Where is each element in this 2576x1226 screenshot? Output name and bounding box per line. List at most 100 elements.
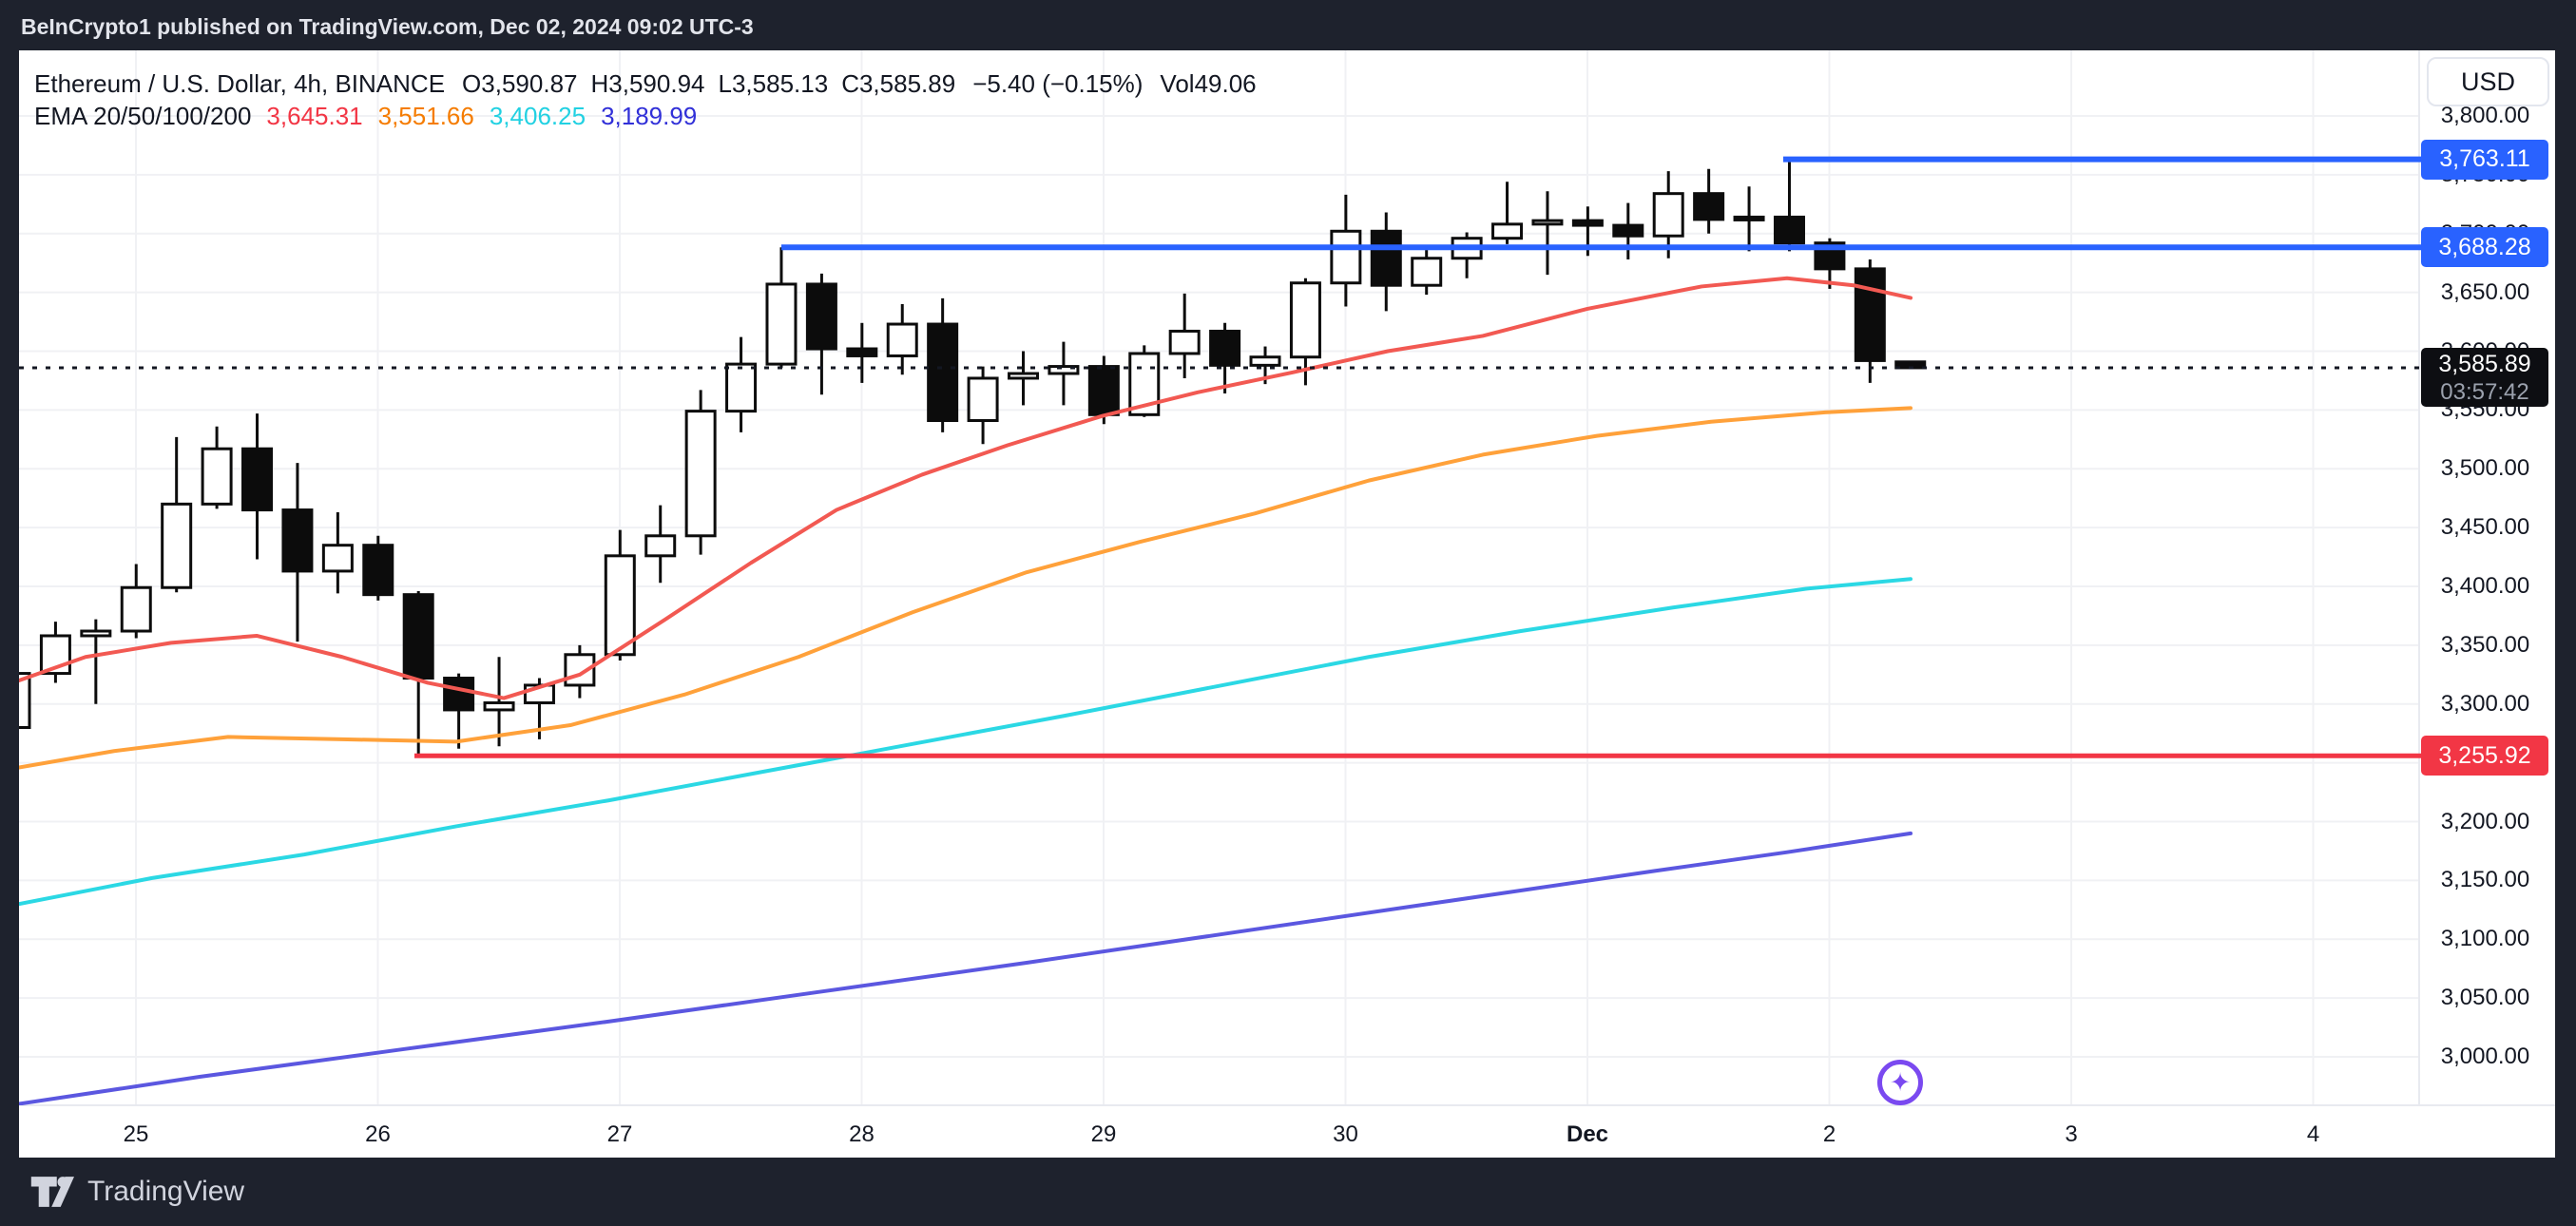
ema200-line	[19, 831, 1913, 1105]
ema-legend: EMA 20/50/100/200 3,645.31 3,551.66 3,40…	[34, 101, 697, 131]
current-price-label: 3,585.89 03:57:42	[2421, 347, 2548, 407]
time-tick-25: 25	[123, 1121, 149, 1147]
level-price-label-3,255.92: 3,255.92	[2421, 736, 2548, 776]
candle-43	[1733, 186, 1765, 252]
candle-14	[564, 644, 596, 699]
candle-34	[1370, 212, 1402, 312]
time-tick-26: 26	[365, 1121, 391, 1147]
candle-22	[886, 304, 918, 375]
time-tick-29: 29	[1090, 1121, 1117, 1147]
publish-bar-text: BeInCrypto1 published on TradingView.com…	[21, 14, 754, 39]
ohlc-open: O 3,590.87	[462, 68, 578, 98]
price-tick-3,350.00: 3,350.00	[2440, 631, 2530, 658]
candle-26	[1048, 341, 1080, 406]
candle-35	[1411, 250, 1443, 296]
candle-44	[1773, 159, 1805, 252]
candle-15	[604, 529, 636, 661]
symbol-legend: Ethereum / U.S. Dollar, 4h, BINANCE O 3,5…	[34, 68, 1257, 99]
time-tick-Dec: Dec	[1566, 1121, 1609, 1147]
ema100-line	[19, 577, 1913, 907]
time-tick-28: 28	[849, 1121, 875, 1147]
price-tick-3,100.00: 3,100.00	[2440, 926, 2530, 952]
currency-toggle-label: USD	[2460, 67, 2515, 96]
ema50-value: 3,551.66	[377, 101, 474, 130]
time-tick-3: 3	[2065, 1121, 2078, 1147]
gridlines	[19, 50, 2555, 1106]
price-tick-3,050.00: 3,050.00	[2440, 985, 2530, 1011]
ema100-value: 3,406.25	[489, 101, 586, 130]
candle-20	[805, 273, 837, 395]
candle-3	[120, 564, 152, 639]
candle-24	[967, 366, 999, 445]
symbol-title[interactable]: Ethereum / U.S. Dollar, 4h, BINANCE	[34, 68, 446, 98]
price-tick-3,200.00: 3,200.00	[2440, 808, 2530, 834]
currency-toggle-button[interactable]: USD	[2427, 57, 2549, 106]
ema20-line	[19, 276, 1913, 700]
candle-42	[1693, 168, 1725, 234]
candle-41	[1652, 171, 1684, 259]
level-price-label-3,763.11: 3,763.11	[2421, 139, 2548, 180]
candle-21	[846, 322, 878, 383]
candle-17	[684, 390, 717, 555]
price-tick-3,300.00: 3,300.00	[2440, 690, 2530, 717]
candle-36	[1451, 232, 1483, 278]
ohlc-high: H 3,590.94	[590, 68, 705, 98]
current-price-value: 3,585.89	[2438, 350, 2531, 377]
candle-7	[281, 463, 314, 642]
sparkle-event-icon[interactable]: ✦	[1877, 1060, 1923, 1105]
ema20-value: 3,645.31	[266, 101, 363, 130]
ohlc-close: C 3,585.89	[841, 68, 956, 98]
time-tick-30: 30	[1333, 1121, 1358, 1147]
candle-0	[19, 672, 31, 730]
chart-surface[interactable]	[19, 50, 2555, 1158]
candle-40	[1612, 202, 1644, 259]
level-price-label-3,688.28: 3,688.28	[2421, 227, 2548, 268]
candle-16	[644, 505, 677, 584]
price-tick-3,650.00: 3,650.00	[2440, 278, 2530, 305]
ema200-value: 3,189.99	[601, 101, 698, 130]
candle-2	[80, 619, 112, 704]
footer-bar: TradingView	[0, 1158, 2576, 1226]
candle-30	[1209, 322, 1241, 394]
bar-countdown: 03:57:42	[2440, 378, 2529, 405]
price-tick-3,400.00: 3,400.00	[2440, 573, 2530, 599]
candle-8	[321, 512, 354, 594]
time-tick-4: 4	[2306, 1121, 2320, 1147]
price-tick-3,150.00: 3,150.00	[2440, 867, 2530, 893]
ema50-line	[19, 406, 1913, 770]
candle-10	[402, 590, 434, 757]
candle-37	[1491, 182, 1524, 244]
candle-5	[201, 426, 233, 509]
candle-23	[927, 297, 959, 432]
candle-46	[1854, 259, 1886, 383]
candles	[19, 159, 1927, 757]
candle-1	[39, 622, 71, 683]
ohlc-low: L 3,585.13	[718, 68, 829, 98]
tradingview-wordmark[interactable]: TradingView	[87, 1176, 245, 1207]
candle-32	[1289, 278, 1321, 386]
publish-bar: BeInCrypto1 published on TradingView.com…	[0, 0, 2576, 50]
candle-18	[725, 336, 758, 432]
price-tick-3,450.00: 3,450.00	[2440, 514, 2530, 541]
price-tick-3,000.00: 3,000.00	[2440, 1044, 2530, 1069]
time-tick-2: 2	[1822, 1121, 1836, 1147]
ema-indicator-title[interactable]: EMA 20/50/100/200	[34, 101, 252, 130]
time-tick-27: 27	[606, 1121, 633, 1147]
candle-6	[241, 413, 274, 560]
candle-25	[1008, 351, 1039, 406]
tradingview-logo-icon[interactable]	[30, 1175, 74, 1209]
price-tick-3,500.00: 3,500.00	[2440, 455, 2530, 482]
candle-29	[1168, 293, 1201, 378]
candle-11	[443, 673, 475, 749]
candle-9	[362, 535, 394, 601]
price-change: −5.40 (−0.15%)	[972, 68, 1144, 98]
candle-19	[765, 247, 798, 368]
candle-27	[1087, 355, 1120, 425]
ohlc-readout: O 3,590.87 H 3,590.94 L 3,585.13 C 3,585.89	[462, 69, 955, 99]
candle-38	[1531, 191, 1564, 276]
candle-12	[483, 657, 515, 747]
volume-readout: Vol 49.06	[1160, 68, 1257, 98]
price-tick-3,800.00: 3,800.00	[2440, 103, 2530, 128]
